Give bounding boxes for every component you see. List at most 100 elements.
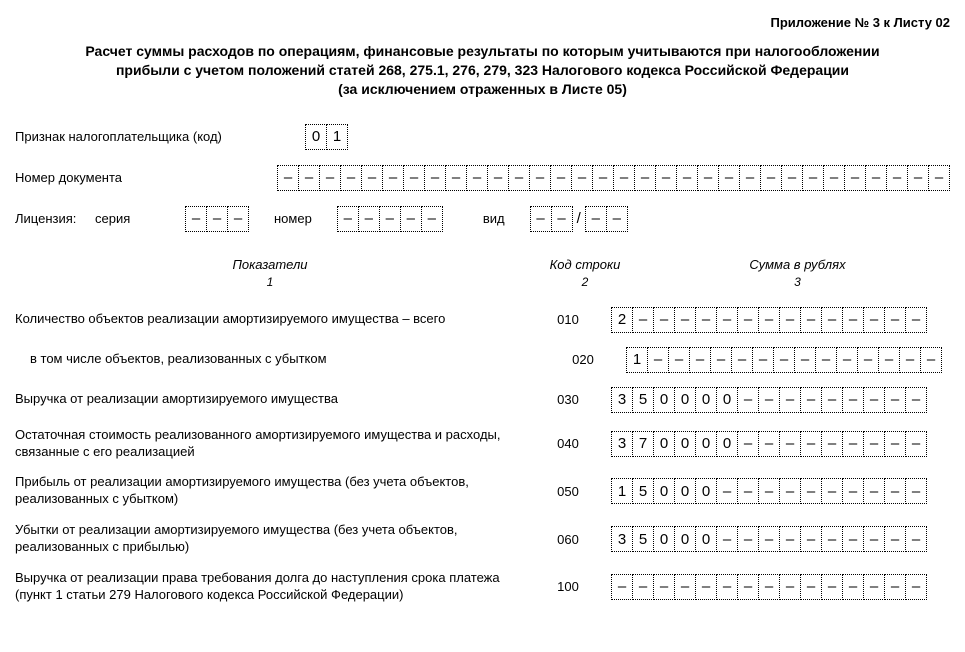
row-label: Выручка от реализации амортизируемого им… [15,391,535,408]
cell: – [800,574,822,600]
cell: – [758,526,780,552]
cell: – [716,307,738,333]
cell: – [382,165,404,191]
cell: – [632,307,654,333]
cell: – [206,206,228,232]
license-type-label: вид [483,211,505,226]
row-code: 100 [535,579,601,594]
row-label: Выручка от реализации права требования д… [15,570,535,604]
row-label: Количество объектов реализации амортизир… [15,311,535,328]
column-nums: 1 2 3 [15,275,950,289]
cell: – [487,165,509,191]
cell: – [737,526,759,552]
cell: – [424,165,446,191]
cell: – [836,347,858,373]
col-header-3: Сумма в рублях [645,257,950,272]
cell: – [653,307,675,333]
cell: – [779,574,801,600]
cell: – [508,165,530,191]
row-label: в том числе объектов, реализованных с уб… [15,351,550,368]
column-headers: Показатели Код строки Сумма в рублях [15,257,950,272]
cell: – [878,347,900,373]
col-header-1: Показатели [15,257,525,272]
cell: – [773,347,795,373]
cell: – [674,574,696,600]
cell: – [905,431,927,457]
cell: – [358,206,380,232]
license-series-label: серия [95,211,185,226]
cell: – [863,431,885,457]
cell: 0 [695,478,717,504]
cell: – [529,165,551,191]
cell: – [821,526,843,552]
cell: – [863,307,885,333]
row-value: 2–––––––––––––– [601,307,950,333]
cell: 7 [632,431,654,457]
row-value: ––––––––––––––– [601,574,950,600]
cell: – [379,206,401,232]
row-label: Остаточная стоимость реализованного амор… [15,427,535,461]
cell: – [928,165,950,191]
cell: 3 [611,526,633,552]
cell: – [674,307,696,333]
title-line-1: Расчет суммы расходов по операциям, фина… [85,43,879,59]
cell: – [695,574,717,600]
taxpayer-sign-row: Признак налогоплательщика (код) 01 [15,124,950,150]
cell: 0 [305,124,327,150]
cell: – [676,165,698,191]
cell: – [821,431,843,457]
rows-container: Количество объектов реализации амортизир… [15,307,950,604]
cell: – [655,165,677,191]
cell: – [815,347,837,373]
cell: 0 [674,478,696,504]
taxpayer-sign-cells: 01 [305,124,348,150]
cell: – [886,165,908,191]
cell: – [884,387,906,413]
cell: – [821,478,843,504]
cell: 0 [716,431,738,457]
row-cells: 35000–––––––––– [611,526,927,552]
attachment-label: Приложение № 3 к Листу 02 [15,15,950,30]
license-row: Лицензия: серия ––– номер ––––– вид –– /… [15,206,950,232]
cell: 0 [695,387,717,413]
cell: – [403,165,425,191]
cell: – [647,347,669,373]
cell: – [905,478,927,504]
table-row: Прибыль от реализации амортизируемого им… [15,474,950,508]
title-line-2: прибыли с учетом положений статей 268, 2… [116,62,849,78]
cell: 0 [653,478,675,504]
cell: 1 [326,124,348,150]
row-cells: 350000––––––––– [611,387,927,413]
cell: 5 [632,526,654,552]
cell: – [821,387,843,413]
row-value: 35000–––––––––– [601,526,950,552]
table-row: Убытки от реализации амортизируемого иму… [15,522,950,556]
cell: – [779,431,801,457]
cell: – [781,165,803,191]
cell: – [227,206,249,232]
cell: 0 [653,526,675,552]
title-line-3: (за исключением отраженных в Листе 05) [338,81,627,97]
row-label: Убытки от реализации амортизируемого иму… [15,522,535,556]
cell: – [842,431,864,457]
cell: – [758,478,780,504]
cell: – [550,165,572,191]
cell: – [844,165,866,191]
cell: – [716,478,738,504]
cell: – [905,387,927,413]
row-value: 350000––––––––– [601,387,950,413]
cell: – [613,165,635,191]
table-row: Остаточная стоимость реализованного амор… [15,427,950,461]
cell: – [884,526,906,552]
row-cells: 370000––––––––– [611,431,927,457]
cell: – [340,165,362,191]
cell: – [634,165,656,191]
cell: – [710,347,732,373]
cell: – [779,307,801,333]
cell: 0 [716,387,738,413]
cell: – [361,165,383,191]
row-code: 020 [550,352,616,367]
cell: – [907,165,929,191]
cell: – [716,526,738,552]
cell: – [277,165,299,191]
